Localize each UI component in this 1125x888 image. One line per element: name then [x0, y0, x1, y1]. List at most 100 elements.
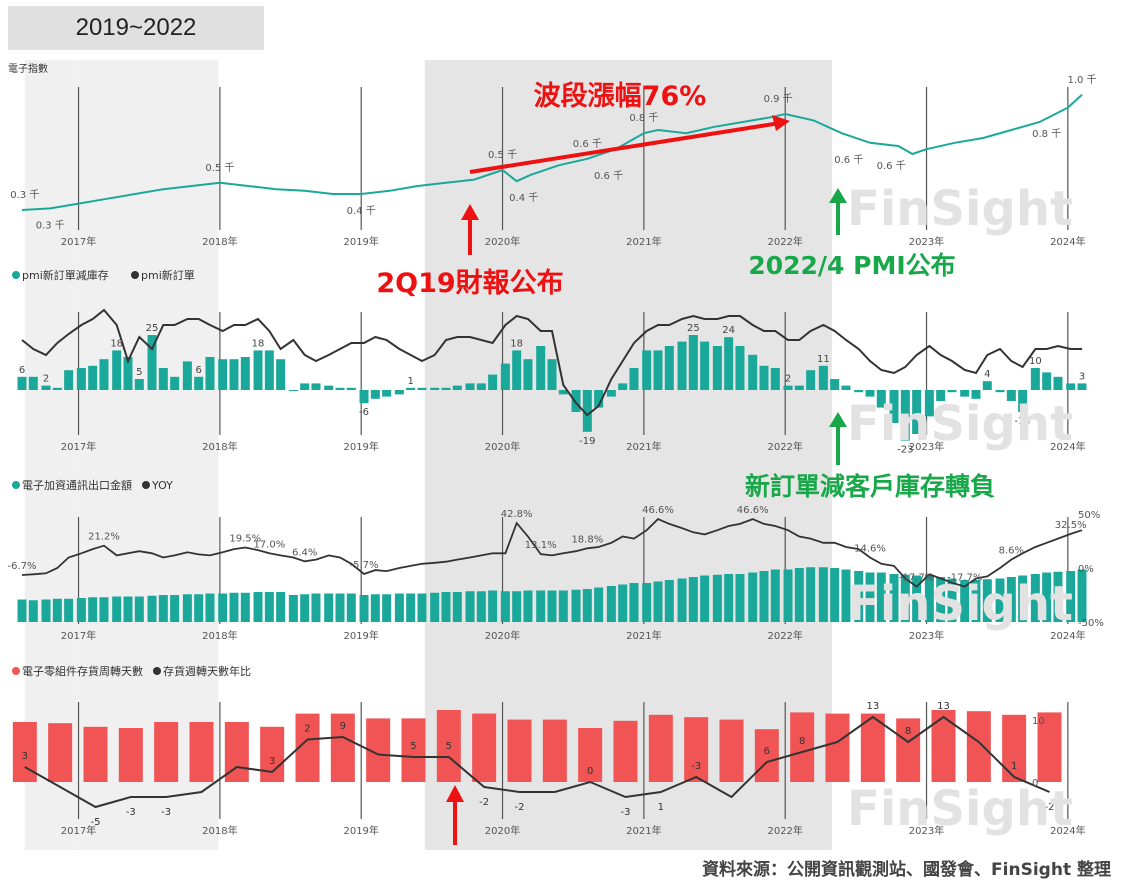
export-bar — [158, 595, 168, 622]
pmi-bar — [64, 370, 74, 390]
year-tick-label: 2019年 — [343, 824, 378, 837]
year-tick-label: 2023年 — [909, 824, 944, 837]
year-tick-label: 2018年 — [202, 629, 237, 642]
export-bar — [536, 590, 546, 622]
pmi-bar — [182, 361, 192, 390]
export-bar — [582, 589, 592, 622]
pmi-bar — [618, 383, 628, 390]
export-bar — [971, 580, 981, 622]
pmi-bar — [335, 387, 345, 390]
export-bar — [1042, 572, 1052, 622]
year-tick-label: 2022年 — [767, 235, 802, 248]
export-bar — [900, 574, 910, 622]
year-tick-label: 2019年 — [343, 235, 378, 248]
year-tick-label: 2023年 — [909, 629, 944, 642]
export-bar — [841, 569, 851, 622]
export-bar — [28, 600, 38, 622]
export-bar — [382, 594, 392, 622]
export-bar — [995, 578, 1005, 622]
year-tick-label: 2024年 — [1050, 235, 1085, 248]
export-bar — [924, 575, 934, 622]
pmi-bar — [770, 368, 780, 390]
pmi-bar — [924, 390, 934, 417]
pmi-bar — [1030, 368, 1040, 390]
watermark-text: FinSight — [847, 396, 1073, 452]
rally-label: 波段漲幅76% — [534, 81, 707, 112]
export-bar — [558, 590, 568, 622]
year-tick-label: 2020年 — [485, 235, 520, 248]
export-bar — [229, 592, 239, 622]
year-tick-label: 2019年 — [343, 629, 378, 642]
year-tick-label: 2017年 — [61, 235, 96, 248]
pmi-bar — [382, 390, 392, 397]
inventory-label: 新訂單減客戶庫存轉負 — [745, 472, 995, 501]
export-bar — [724, 574, 734, 622]
yoy-value-label: 8.6% — [999, 546, 1024, 557]
pmi-bar — [547, 359, 557, 390]
export-bar — [300, 594, 310, 622]
export-bar — [194, 594, 204, 622]
pmi-bar — [359, 390, 369, 404]
index-value-label: 0.6 千 — [834, 154, 863, 166]
panel-title: 電子指數 — [8, 62, 48, 75]
export-bar — [99, 597, 109, 622]
export-bar — [240, 592, 250, 622]
pmi-bar — [806, 370, 816, 390]
inventory-value-label: 1 — [658, 802, 664, 813]
pmi-bar — [17, 376, 27, 390]
pmi-bar — [1006, 390, 1016, 401]
yoy-value-label: 21.2% — [88, 532, 120, 543]
inventory-value-label: -3 — [691, 761, 701, 772]
yoy-value-label: 13.1% — [525, 540, 557, 551]
pmi-bar — [536, 346, 546, 390]
index-value-label: 0.8 千 — [629, 112, 658, 124]
inventory-bar — [507, 719, 532, 782]
yoy-axis-tick: 50% — [1078, 510, 1100, 521]
export-bar — [806, 567, 816, 622]
year-tick-label: 2022年 — [767, 824, 802, 837]
pmi-bar — [664, 346, 674, 390]
export-bar — [112, 596, 122, 622]
pmi-bar — [653, 350, 663, 390]
pmi-bar — [724, 337, 734, 390]
inventory-bar — [790, 712, 815, 782]
pmi-bar — [147, 335, 157, 390]
export-bar — [770, 569, 780, 622]
inventory-bar — [719, 719, 744, 782]
inventory-arrow-head — [829, 412, 847, 427]
index-value-label: 0.3 千 — [10, 189, 39, 201]
year-tick-label: 2020年 — [485, 824, 520, 837]
export-bar — [783, 569, 793, 622]
pmi-bar — [112, 350, 122, 390]
pmi-bar — [76, 368, 86, 390]
inventory-value-label: 1 — [1011, 761, 1017, 772]
export-bar — [417, 593, 427, 622]
pmi-bar — [971, 390, 981, 399]
export-bar — [571, 589, 581, 622]
year-tick-label: 2022年 — [767, 440, 802, 453]
legend-label: YOY — [151, 479, 173, 492]
export-bar — [41, 599, 51, 622]
pmi-bar — [947, 390, 957, 393]
pmi-bar — [276, 359, 286, 390]
export-bar — [359, 595, 369, 622]
pmi-bar — [594, 390, 604, 408]
bottom-arrow-head — [446, 785, 464, 802]
export-bar — [606, 586, 616, 622]
export-bar — [854, 571, 864, 622]
export-bar — [452, 592, 462, 622]
pmi-bar — [134, 379, 144, 390]
pmi-bar — [841, 385, 851, 390]
pmi-value-label: -6 — [359, 407, 369, 418]
inventory-value-label: -3 — [161, 807, 171, 818]
shaded-period-0 — [24, 60, 78, 850]
pmi-bar — [406, 387, 416, 390]
legend-marker — [12, 667, 20, 675]
pmi-value-label: 5 — [136, 367, 142, 378]
pmi-bar — [512, 350, 522, 390]
export-bar — [618, 584, 628, 622]
year-tick-label: 2018年 — [202, 235, 237, 248]
source-note: 資料來源：公開資訊觀測站、國發會、FinSight 整理 — [702, 860, 1111, 880]
inventory-value-label: 5 — [410, 741, 416, 752]
inventory-bar — [260, 726, 285, 782]
